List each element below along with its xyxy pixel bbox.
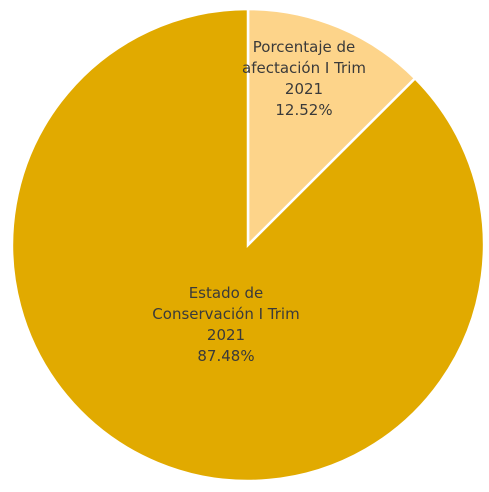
slice-category-label-line: Conservación I Trim: [152, 305, 299, 323]
pie-slices: [10, 7, 486, 483]
slice-value-label: 87.48%: [197, 347, 254, 365]
pie-slice-label-1: Porcentaje de afectación I Trim 2021 12.52%: [242, 38, 366, 119]
slice-category-label-line: 2021: [285, 80, 323, 98]
slice-category-label-line: Porcentaje de: [253, 38, 356, 56]
pie-slice-label-2: Estado de Conservación I Trim 2021 87.48%: [152, 284, 299, 365]
slice-category-label-line: 2021: [207, 326, 245, 344]
pie-slice-2: [10, 7, 486, 483]
slice-category-label-line: Estado de: [189, 284, 264, 302]
slice-value-label: 12.52%: [275, 101, 332, 119]
slice-category-label-line: afectación I Trim: [242, 59, 366, 77]
pie-labels: Porcentaje de afectación I Trim 2021 12.52%…: [152, 38, 366, 365]
pie-slice-1: [246, 7, 417, 249]
